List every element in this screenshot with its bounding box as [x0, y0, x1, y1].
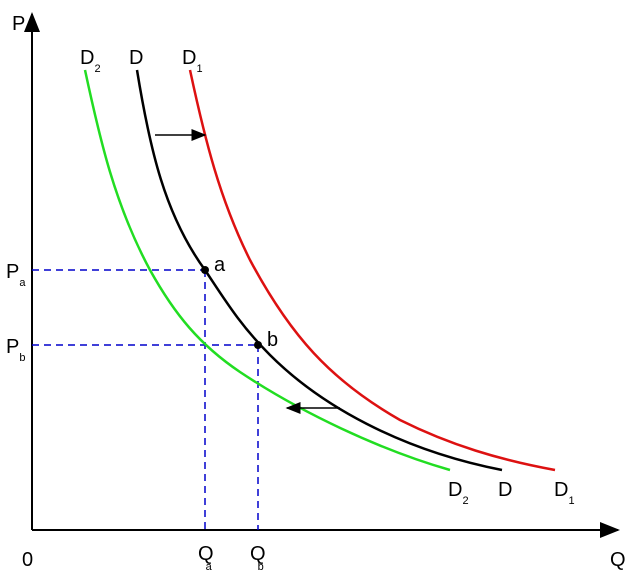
quantity-sub: a — [206, 561, 213, 573]
curve-name: D — [182, 47, 196, 69]
curve-label: D — [129, 47, 143, 69]
point-label: b — [267, 329, 278, 351]
price-name: P — [6, 336, 19, 358]
point-label: a — [214, 254, 226, 276]
curve-name: D — [554, 479, 568, 501]
price-sub: b — [19, 352, 25, 364]
point-a — [201, 266, 209, 274]
price-label: Pa — [6, 261, 26, 289]
demand-curve-d2 — [83, 69, 451, 472]
price-name: P — [6, 261, 19, 283]
y-axis-label: P — [12, 13, 25, 35]
curve-label: D1 — [554, 479, 575, 507]
demand-curve-d1 — [188, 69, 556, 472]
curve-name: D — [80, 47, 94, 69]
guides — [32, 269, 259, 530]
quantity-sub: b — [258, 561, 264, 573]
curve-label: D1 — [182, 47, 203, 75]
point-b — [254, 341, 262, 349]
curve-label: D2 — [448, 479, 469, 507]
curve-label: D — [498, 479, 512, 501]
origin-label: 0 — [22, 549, 33, 571]
x-axis-label: Q — [610, 549, 626, 571]
curve-sub: 2 — [94, 63, 100, 75]
curve-name: D — [448, 479, 462, 501]
price-sub: a — [19, 277, 26, 289]
demand-curve-d — [135, 69, 503, 472]
quantity-name: Q — [250, 543, 266, 565]
curve-sub: 1 — [568, 495, 574, 507]
price-label: Pb — [6, 336, 25, 364]
curve-label: D2 — [80, 47, 101, 75]
curve-sub: 1 — [196, 63, 202, 75]
curve-sub: 2 — [462, 495, 468, 507]
quantity-name: Q — [198, 543, 214, 565]
